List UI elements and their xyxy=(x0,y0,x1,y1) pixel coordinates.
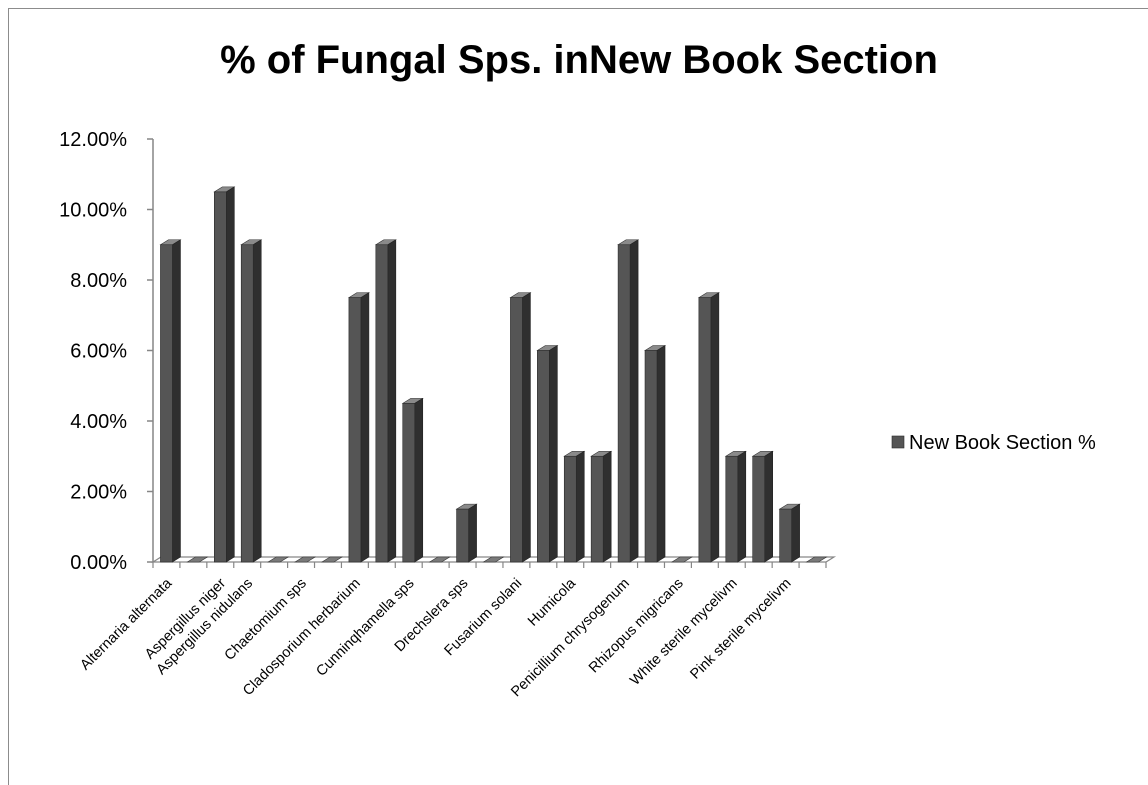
y-tick-label: 8.00% xyxy=(70,270,127,292)
bar-side xyxy=(387,239,397,563)
bar xyxy=(375,244,389,563)
bar-zero xyxy=(320,556,344,563)
bar-side xyxy=(764,450,773,563)
bar-side xyxy=(791,503,800,563)
x-tick-label: Rhizopus migricans xyxy=(586,576,687,677)
chart-frame xyxy=(8,8,1148,785)
bar-side xyxy=(252,239,262,563)
bar xyxy=(214,191,227,563)
bar xyxy=(510,297,523,563)
x-tick-label: White sterile mycelivm xyxy=(627,576,740,689)
y-tick-label: 12.00% xyxy=(59,129,127,151)
bar-side xyxy=(549,344,558,563)
bar xyxy=(698,297,712,563)
bar-zero xyxy=(267,556,290,563)
bar-side xyxy=(468,503,477,563)
bar xyxy=(617,244,631,563)
bar xyxy=(537,350,550,563)
legend-label: New Book Section % xyxy=(909,432,1096,454)
legend-swatch xyxy=(891,435,905,449)
bar xyxy=(348,297,362,563)
bar xyxy=(590,455,604,563)
bar-side xyxy=(710,292,720,563)
x-tick-label: Pink sterile mycelivm xyxy=(687,576,794,683)
y-tick-label: 2.00% xyxy=(70,482,127,504)
bar-zero xyxy=(670,556,693,563)
bar xyxy=(779,508,792,563)
bar xyxy=(725,455,739,563)
bar xyxy=(240,244,254,563)
bar-side xyxy=(629,239,639,563)
bar-side xyxy=(602,450,612,563)
bar xyxy=(402,403,416,563)
x-tick-label: Humicola xyxy=(525,575,580,630)
bar-side xyxy=(737,450,747,563)
y-tick-label: 4.00% xyxy=(70,411,127,433)
bar-side xyxy=(172,239,181,563)
bar-side xyxy=(656,344,666,563)
bar-zero xyxy=(805,556,828,563)
y-tick-label: 0.00% xyxy=(70,552,127,574)
bar-side xyxy=(414,397,424,563)
bar-side xyxy=(226,186,235,563)
bar xyxy=(563,455,577,563)
bar-zero xyxy=(186,556,209,563)
bar-zero xyxy=(428,556,451,563)
bar-side xyxy=(575,450,585,563)
bar xyxy=(752,455,766,563)
y-tick-label: 6.00% xyxy=(70,341,127,363)
bar-zero xyxy=(294,556,317,563)
bar xyxy=(160,244,173,563)
bar xyxy=(644,350,658,563)
bar-zero xyxy=(482,556,505,563)
chart-title: % of Fungal Sps. inNew Book Section xyxy=(220,38,938,82)
y-tick-label: 10.00% xyxy=(59,200,127,222)
bar-side xyxy=(522,292,531,563)
bar xyxy=(456,508,469,563)
x-tick-label: Cunninqhamella sps xyxy=(313,576,417,680)
bar-side xyxy=(360,292,370,563)
